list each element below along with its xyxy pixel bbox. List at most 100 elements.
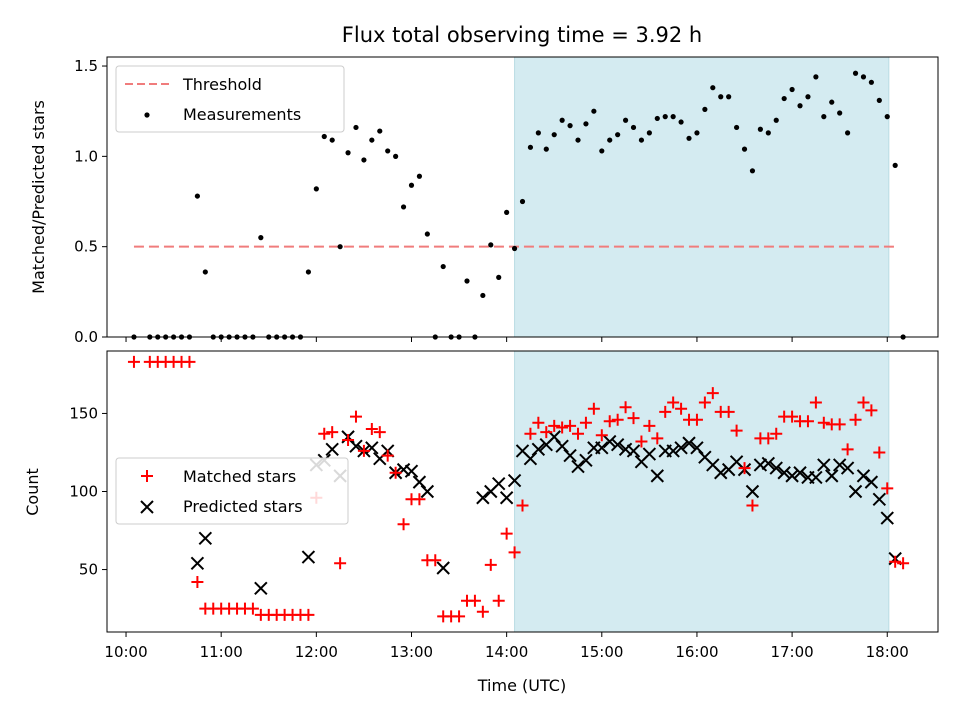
predicted-star-marker <box>618 442 633 457</box>
measurement-point <box>646 130 652 136</box>
matched-star-marker <box>484 558 497 571</box>
measurement-point <box>551 132 557 138</box>
matched-star-marker <box>675 402 688 415</box>
predicted-star-marker <box>610 437 625 452</box>
matched-star-marker <box>849 413 862 426</box>
predicted-star-marker <box>761 456 776 471</box>
measurement-point <box>741 146 748 152</box>
measurement-point <box>813 74 819 80</box>
matched-star-marker <box>659 405 672 418</box>
count-y-axis: 50 100 150 <box>69 404 107 579</box>
matched-star-marker <box>801 415 814 428</box>
measurement-point <box>884 114 890 120</box>
predicted-star-marker <box>690 441 704 455</box>
measurement-point <box>797 103 803 109</box>
measurement-point <box>400 204 407 210</box>
measurement-point <box>852 70 859 76</box>
measurement-point <box>519 198 526 205</box>
matched-star-marker <box>548 419 561 432</box>
matched-star-marker <box>603 415 616 428</box>
predicted-star-marker <box>840 461 855 475</box>
matched-star-marker <box>706 387 719 400</box>
predicted-star-marker <box>832 458 847 472</box>
matched-star-marker <box>532 416 545 429</box>
measurement-point <box>821 114 827 120</box>
measurement-point <box>480 292 486 299</box>
measurement-point <box>527 144 534 150</box>
measurement-point <box>377 128 383 134</box>
ratio-x-ticks <box>125 337 888 342</box>
measurement-point <box>424 231 430 237</box>
predicted-star-markers <box>190 430 902 595</box>
matched-star-marker <box>897 557 910 570</box>
matched-star-marker <box>833 418 846 431</box>
measurement-point <box>615 132 621 138</box>
measurement-point <box>504 209 510 215</box>
matched-star-marker <box>770 427 783 440</box>
matched-star-marker <box>611 413 624 426</box>
matched-star-marker <box>413 493 426 506</box>
matched-star-marker <box>579 416 592 429</box>
measurement-point <box>313 186 319 192</box>
matched-star-marker <box>619 401 632 414</box>
predicted-star-marker <box>198 531 213 546</box>
matched-star-marker <box>349 410 362 423</box>
predicted-star-marker <box>507 473 522 488</box>
predicted-star-marker <box>745 484 760 499</box>
measurement-point <box>258 235 264 241</box>
measurement-point <box>638 137 645 143</box>
x-tick-label: 12:00 <box>295 643 338 661</box>
predicted-star-marker <box>499 491 514 505</box>
matched-star-marker <box>572 427 585 440</box>
matched-star-marker <box>889 555 902 568</box>
predicted-star-marker <box>190 556 205 571</box>
x-tick-label: 15:00 <box>580 643 623 661</box>
observing-window-shade <box>514 57 889 337</box>
measurement-point <box>607 137 613 143</box>
matched-star-marker <box>326 426 339 439</box>
measurement-point <box>305 269 312 275</box>
predicted-star-marker <box>571 459 585 474</box>
measurement-point <box>543 146 549 152</box>
matched-star-marker <box>722 405 735 418</box>
predicted-star-marker <box>777 466 791 480</box>
measurement-point <box>511 245 518 252</box>
measurement-point <box>789 86 795 93</box>
x-tick-label: 11:00 <box>200 643 243 661</box>
matched-star-marker <box>516 499 529 512</box>
measurement-point <box>416 173 423 179</box>
measurement-point <box>488 242 494 248</box>
ratio-y-axis: 0.0 0.5 1.0 1.5 <box>74 57 107 346</box>
measurement-point <box>726 94 732 100</box>
matched-star-marker <box>508 546 521 559</box>
legend-threshold-label: Threshold <box>182 75 262 94</box>
predicted-star-marker <box>856 469 871 483</box>
predicted-star-marker <box>301 550 316 564</box>
y-tick-label: 0.0 <box>74 328 98 346</box>
measurement-point <box>781 95 787 102</box>
predicted-star-marker <box>436 561 450 575</box>
matched-star-marker <box>786 410 799 423</box>
measurement-point <box>654 115 660 122</box>
matched-star-marker <box>373 426 386 439</box>
measurement-point <box>892 162 898 168</box>
measurement-point <box>765 130 771 136</box>
predicted-star-marker <box>650 469 665 483</box>
measurement-point <box>194 193 200 199</box>
legend-matched-label: Matched stars <box>183 467 296 486</box>
chart-title: Flux total observing time = 3.92 h <box>342 23 702 47</box>
predicted-stars-legend-swatch <box>140 500 154 514</box>
matched-star-marker <box>334 557 347 570</box>
matched-star-marker <box>746 499 759 512</box>
matched-star-marker <box>627 412 640 425</box>
measurement-point <box>622 117 629 123</box>
measurement-point <box>757 126 763 132</box>
matched-star-marker <box>318 427 331 440</box>
predicted-star-marker <box>793 466 807 480</box>
measurement-point <box>837 110 843 116</box>
matched-star-marker <box>500 527 513 540</box>
matched-star-marker <box>841 443 854 456</box>
predicted-star-marker <box>682 436 696 450</box>
matched-star-marker <box>397 518 410 531</box>
predicted-star-marker <box>325 442 339 457</box>
